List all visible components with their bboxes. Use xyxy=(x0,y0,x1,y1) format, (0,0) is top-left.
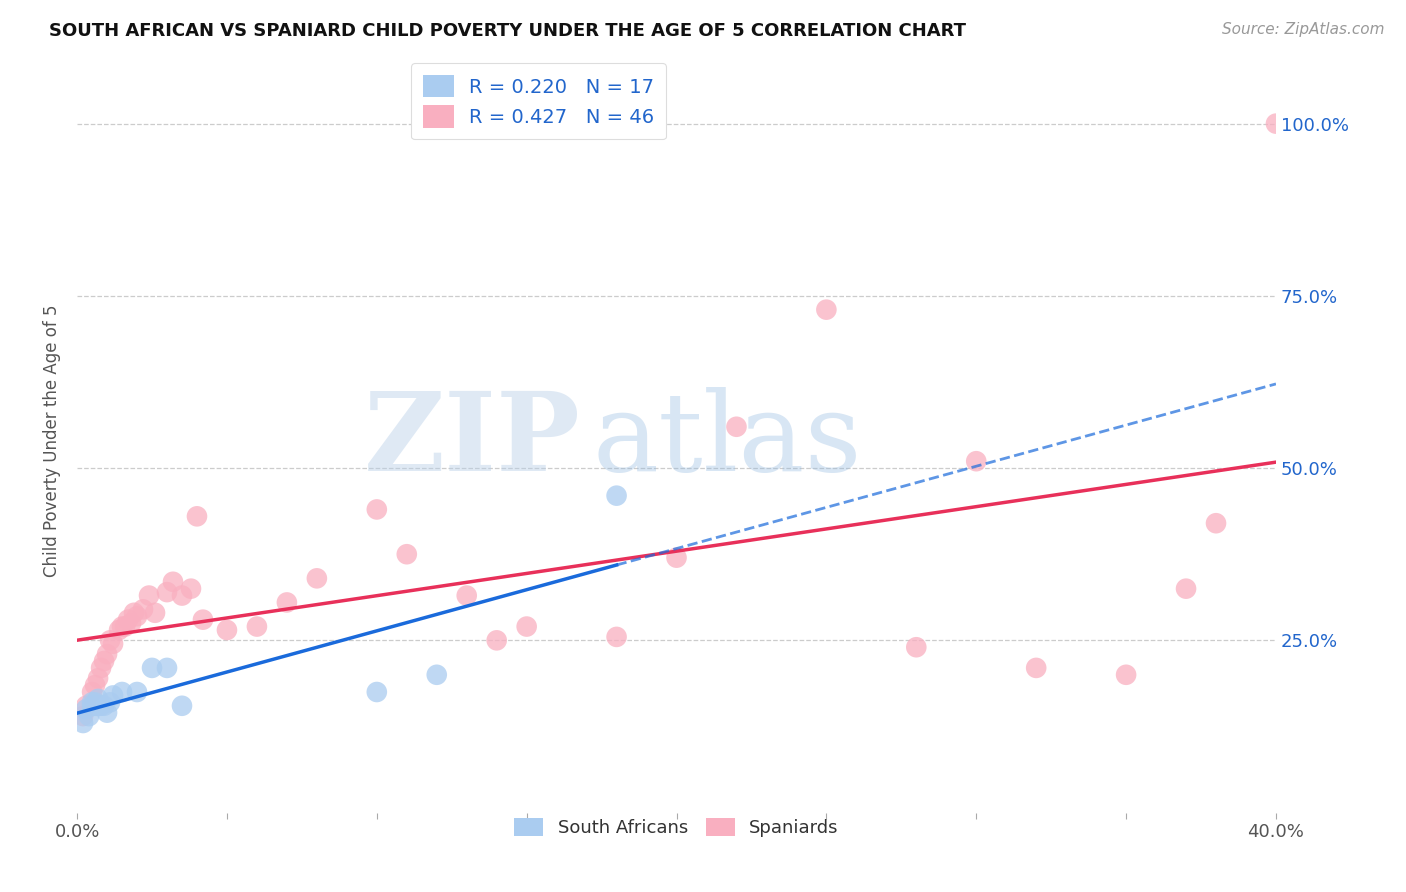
Text: atlas: atlas xyxy=(592,387,862,494)
Point xyxy=(84,678,107,692)
Point xyxy=(111,619,134,633)
Point xyxy=(606,489,628,503)
Point xyxy=(215,623,238,637)
Point xyxy=(186,509,208,524)
Text: Source: ZipAtlas.com: Source: ZipAtlas.com xyxy=(1222,22,1385,37)
Point xyxy=(665,550,688,565)
Point xyxy=(72,709,94,723)
Point xyxy=(426,667,449,681)
Point xyxy=(366,502,388,516)
Point xyxy=(87,692,110,706)
Point xyxy=(156,661,179,675)
Point xyxy=(93,698,115,713)
Point xyxy=(87,671,110,685)
Point xyxy=(485,633,508,648)
Text: ZIP: ZIP xyxy=(364,387,581,494)
Point xyxy=(75,698,97,713)
Point xyxy=(170,698,193,713)
Point xyxy=(80,685,103,699)
Point xyxy=(366,685,388,699)
Point xyxy=(180,582,202,596)
Point xyxy=(117,613,139,627)
Point xyxy=(120,616,142,631)
Point xyxy=(77,709,100,723)
Point xyxy=(725,419,748,434)
Legend: South Africans, Spaniards: South Africans, Spaniards xyxy=(508,811,846,845)
Point xyxy=(125,609,148,624)
Point xyxy=(1205,516,1227,531)
Point xyxy=(156,585,179,599)
Point xyxy=(98,695,121,709)
Point xyxy=(132,602,155,616)
Point xyxy=(90,661,112,675)
Point xyxy=(965,454,987,468)
Text: SOUTH AFRICAN VS SPANIARD CHILD POVERTY UNDER THE AGE OF 5 CORRELATION CHART: SOUTH AFRICAN VS SPANIARD CHILD POVERTY … xyxy=(49,22,966,40)
Point xyxy=(108,623,131,637)
Point xyxy=(101,637,124,651)
Point xyxy=(84,698,107,713)
Point xyxy=(395,547,418,561)
Point xyxy=(72,716,94,731)
Point xyxy=(101,689,124,703)
Point xyxy=(80,698,103,713)
Point xyxy=(1265,117,1288,131)
Point xyxy=(246,619,269,633)
Y-axis label: Child Poverty Under the Age of 5: Child Poverty Under the Age of 5 xyxy=(44,304,60,577)
Point xyxy=(162,574,184,589)
Point xyxy=(1115,667,1137,681)
Point xyxy=(98,633,121,648)
Point xyxy=(114,619,136,633)
Point xyxy=(276,595,298,609)
Point xyxy=(1025,661,1047,675)
Point xyxy=(516,619,538,633)
Point xyxy=(905,640,928,655)
Point xyxy=(143,606,166,620)
Point xyxy=(75,702,97,716)
Point xyxy=(138,589,160,603)
Point xyxy=(170,589,193,603)
Point xyxy=(122,606,145,620)
Point xyxy=(305,571,328,585)
Point xyxy=(191,613,214,627)
Point xyxy=(111,685,134,699)
Point xyxy=(125,685,148,699)
Point xyxy=(90,698,112,713)
Point xyxy=(606,630,628,644)
Point xyxy=(96,647,118,661)
Point xyxy=(96,706,118,720)
Point xyxy=(84,695,107,709)
Point xyxy=(456,589,478,603)
Point xyxy=(1175,582,1198,596)
Point xyxy=(141,661,163,675)
Point xyxy=(815,302,838,317)
Point xyxy=(93,654,115,668)
Point xyxy=(80,695,103,709)
Point xyxy=(87,698,110,713)
